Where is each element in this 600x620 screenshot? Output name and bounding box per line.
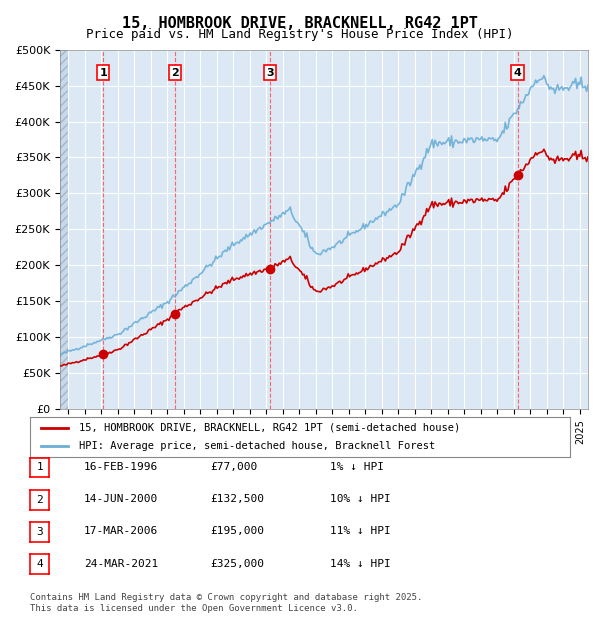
- Text: 14% ↓ HPI: 14% ↓ HPI: [330, 559, 391, 569]
- Text: 1% ↓ HPI: 1% ↓ HPI: [330, 462, 384, 472]
- Text: 4: 4: [36, 559, 43, 569]
- Text: 10% ↓ HPI: 10% ↓ HPI: [330, 494, 391, 504]
- Text: 2: 2: [36, 495, 43, 505]
- Text: £325,000: £325,000: [210, 559, 264, 569]
- Bar: [60, 50, 68, 409]
- Text: HPI: Average price, semi-detached house, Bracknell Forest: HPI: Average price, semi-detached house,…: [79, 441, 435, 451]
- Text: 15, HOMBROOK DRIVE, BRACKNELL, RG42 1PT: 15, HOMBROOK DRIVE, BRACKNELL, RG42 1PT: [122, 16, 478, 30]
- Text: 15, HOMBROOK DRIVE, BRACKNELL, RG42 1PT (semi-detached house): 15, HOMBROOK DRIVE, BRACKNELL, RG42 1PT …: [79, 423, 460, 433]
- Text: 17-MAR-2006: 17-MAR-2006: [84, 526, 158, 536]
- Text: Price paid vs. HM Land Registry's House Price Index (HPI): Price paid vs. HM Land Registry's House …: [86, 28, 514, 41]
- Text: Contains HM Land Registry data © Crown copyright and database right 2025.
This d: Contains HM Land Registry data © Crown c…: [30, 593, 422, 613]
- Text: 3: 3: [36, 527, 43, 537]
- Text: £195,000: £195,000: [210, 526, 264, 536]
- Text: 2: 2: [171, 68, 179, 78]
- Text: 1: 1: [36, 463, 43, 472]
- Text: 24-MAR-2021: 24-MAR-2021: [84, 559, 158, 569]
- Text: 1: 1: [100, 68, 107, 78]
- Text: 16-FEB-1996: 16-FEB-1996: [84, 462, 158, 472]
- Text: £77,000: £77,000: [210, 462, 257, 472]
- Text: £132,500: £132,500: [210, 494, 264, 504]
- Text: 11% ↓ HPI: 11% ↓ HPI: [330, 526, 391, 536]
- Text: 14-JUN-2000: 14-JUN-2000: [84, 494, 158, 504]
- Text: 4: 4: [514, 68, 521, 78]
- Text: 3: 3: [266, 68, 274, 78]
